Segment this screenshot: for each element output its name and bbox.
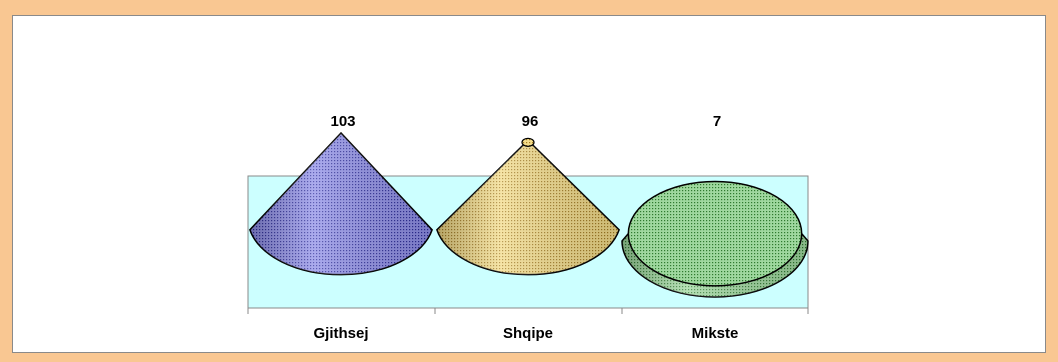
- cone-top: [627, 180, 803, 287]
- cone-shade: [249, 133, 433, 275]
- cone-shqipe: [435, 137, 621, 276]
- chart: 103 96 7 Gjithsej Shqipe Mikste: [247, 113, 809, 342]
- category-labels: Gjithsej Shqipe Mikste: [313, 325, 738, 342]
- cone-tip: [521, 137, 535, 147]
- category-label: Mikste: [692, 325, 739, 342]
- cone-mikste: [621, 180, 809, 298]
- cone-series: [249, 131, 809, 298]
- data-labels: 103 96 7: [330, 113, 721, 130]
- chart-frame: 103 96 7 Gjithsej Shqipe Mikste: [12, 15, 1046, 353]
- data-label: 103: [330, 113, 355, 130]
- cone-gjithsej: [249, 131, 433, 276]
- cone-shade: [436, 140, 620, 275]
- data-label: 7: [713, 113, 721, 130]
- category-label: Gjithsej: [313, 325, 368, 342]
- category-label: Shqipe: [503, 325, 553, 342]
- data-label: 96: [522, 113, 539, 130]
